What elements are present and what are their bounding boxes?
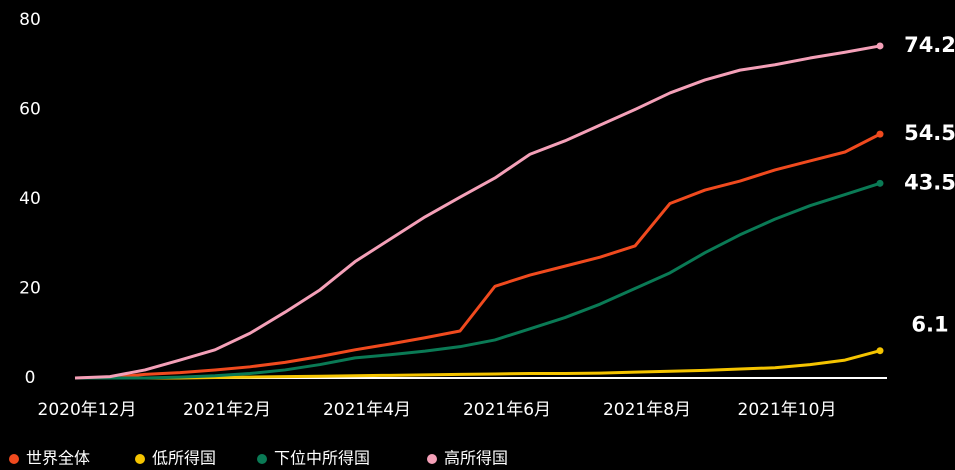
x-tick-label: 2021年8月 (603, 400, 691, 420)
legend-label: 世界全体 (26, 449, 90, 468)
y-tick-label: 40 (19, 189, 41, 209)
y-tick-label: 80 (19, 10, 41, 30)
y-tick-label: 0 (25, 368, 36, 388)
x-tick-label: 2020年12月 (38, 400, 137, 420)
end-dot (876, 179, 884, 187)
legend-label: 高所得国 (444, 449, 508, 468)
x-tick-label: 2021年6月 (463, 400, 551, 420)
y-tick-label: 20 (19, 279, 41, 299)
legend-swatch (9, 454, 19, 464)
end-dot (876, 42, 884, 50)
series-line (74, 44, 881, 380)
series-line (75, 181, 881, 380)
legend-swatch (257, 454, 267, 464)
end-label: 74.2 (904, 33, 955, 57)
x-tick-label: 2021年10月 (738, 400, 837, 420)
series-line (75, 349, 881, 380)
end-label: 43.5 (904, 170, 955, 194)
legend-label: 下位中所得国 (274, 449, 370, 468)
series-line (74, 132, 881, 380)
x-tick-label: 2021年2月 (183, 400, 271, 420)
legend-swatch (135, 454, 145, 464)
legend-swatch (427, 454, 437, 464)
end-label: 54.5 (904, 121, 955, 145)
y-tick-label: 60 (19, 100, 41, 120)
end-label: 6.1 (911, 313, 948, 337)
x-tick-label: 2021年4月 (323, 400, 411, 420)
end-dot (876, 130, 884, 138)
legend-label: 低所得国 (152, 449, 216, 468)
end-dot (876, 347, 884, 355)
